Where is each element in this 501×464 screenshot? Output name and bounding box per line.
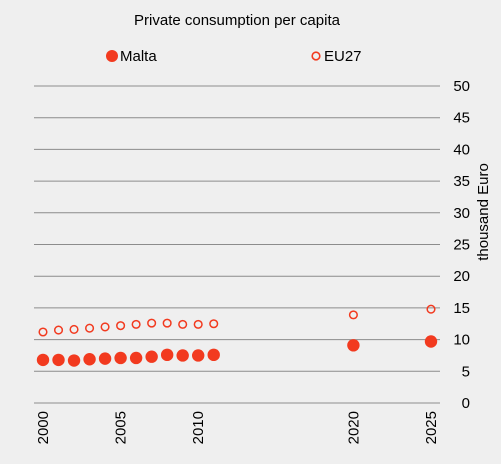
x-tick-label: 2025	[423, 411, 440, 444]
y-tick-label: 25	[453, 237, 470, 254]
point-eu27	[178, 319, 188, 329]
point-eu27	[38, 327, 48, 337]
x-tick-label: 2020	[345, 411, 362, 444]
legend-label-eu27: EU27	[324, 48, 362, 65]
y-tick-label: 50	[453, 78, 470, 95]
legend: Malta EU27	[106, 48, 362, 65]
y-tick-label: 30	[453, 205, 470, 222]
legend-marker-malta	[106, 50, 118, 62]
y-tick-label: 10	[453, 332, 470, 349]
point-malta	[424, 335, 438, 348]
point-eu27	[131, 319, 141, 329]
gridlines	[34, 85, 440, 404]
point-malta	[83, 353, 96, 366]
point-eu27	[85, 323, 95, 333]
y-tick-label: 40	[453, 141, 470, 158]
point-eu27	[348, 310, 358, 320]
point-malta	[67, 354, 81, 367]
legend-marker-eu27	[311, 51, 321, 61]
point-eu27	[147, 318, 157, 328]
point-eu27	[100, 322, 110, 332]
y-tick-label: 45	[453, 110, 470, 127]
point-malta	[114, 351, 127, 365]
x-tick-label: 2000	[35, 411, 52, 444]
point-malta	[129, 351, 143, 365]
point-malta	[145, 350, 158, 363]
x-tick-label: 2010	[190, 411, 207, 444]
point-malta	[36, 353, 50, 367]
x-tick-label: 2005	[113, 411, 130, 444]
point-eu27	[69, 324, 79, 335]
point-eu27	[162, 318, 172, 328]
point-malta	[160, 348, 174, 362]
point-malta	[98, 352, 112, 365]
point-malta	[192, 349, 205, 362]
y-axis-ticks: 0 5 10 15 20 25 30 35 40 45 50	[453, 78, 470, 412]
data-points	[36, 304, 438, 367]
point-eu27	[426, 304, 436, 314]
point-malta	[347, 339, 360, 352]
point-malta	[52, 353, 65, 367]
y-axis-label: thousand Euro	[475, 163, 492, 261]
y-tick-label: 5	[462, 363, 470, 380]
point-eu27	[116, 321, 126, 331]
point-eu27	[53, 325, 64, 335]
chart-title: Private consumption per capita	[134, 12, 341, 29]
y-tick-label: 0	[462, 395, 470, 412]
y-tick-label: 35	[453, 173, 470, 190]
y-tick-label: 15	[453, 300, 470, 317]
legend-label-malta: Malta	[120, 48, 157, 65]
point-eu27	[209, 319, 219, 329]
y-tick-label: 20	[453, 268, 470, 285]
point-eu27	[193, 319, 203, 329]
point-malta	[207, 348, 220, 362]
point-malta	[176, 349, 189, 362]
x-axis-ticks: 2000 2005 2010 2020 2025	[35, 411, 440, 444]
